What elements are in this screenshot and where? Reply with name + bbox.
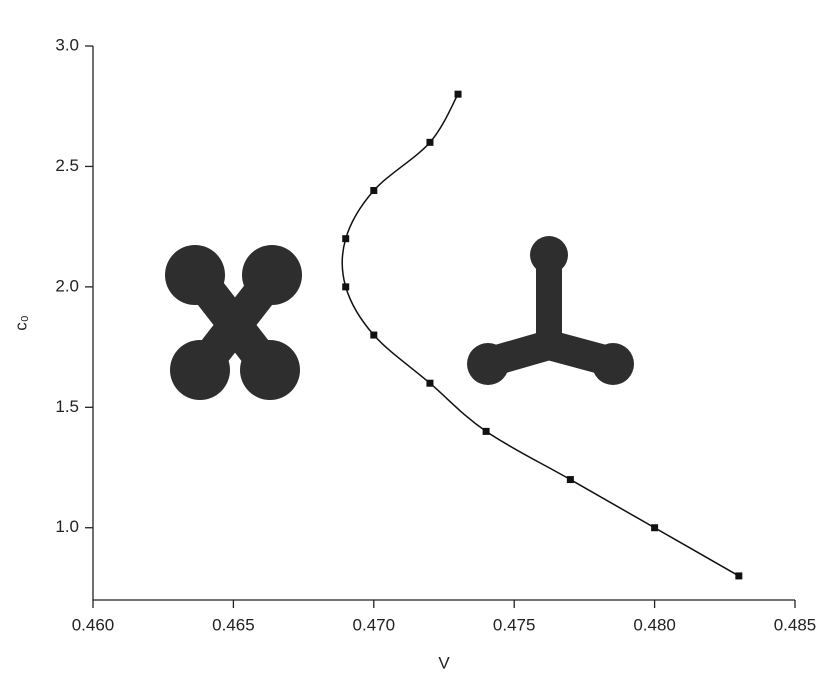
point bbox=[370, 331, 378, 339]
curve bbox=[341, 93, 740, 577]
point bbox=[482, 427, 490, 435]
x-axis-label: V bbox=[438, 653, 450, 672]
y-tick-label: 2.0 bbox=[55, 276, 79, 295]
x-tick-label: 0.475 bbox=[493, 615, 536, 634]
y-tick-label: 1.0 bbox=[55, 517, 79, 536]
y-tick-label: 3.0 bbox=[55, 35, 79, 54]
point bbox=[426, 138, 434, 146]
x-tick-label: 0.480 bbox=[633, 615, 676, 634]
x-tick-label: 0.465 bbox=[212, 615, 255, 634]
y-tick-label: 1.5 bbox=[55, 397, 79, 416]
point bbox=[342, 283, 350, 291]
point bbox=[566, 476, 574, 484]
x-tick-label: 0.460 bbox=[72, 615, 115, 634]
point bbox=[342, 235, 350, 243]
point bbox=[454, 90, 462, 98]
point bbox=[651, 524, 659, 532]
x-tick-label: 0.485 bbox=[774, 615, 817, 634]
three-arm-icon bbox=[467, 236, 634, 385]
x-shape-icon bbox=[165, 245, 302, 400]
y-axis-label: c₀ bbox=[11, 315, 30, 331]
y-tick-label: 2.5 bbox=[55, 156, 79, 175]
point bbox=[735, 572, 743, 580]
point bbox=[426, 379, 434, 387]
point bbox=[370, 187, 378, 195]
x-tick-label: 0.470 bbox=[353, 615, 396, 634]
